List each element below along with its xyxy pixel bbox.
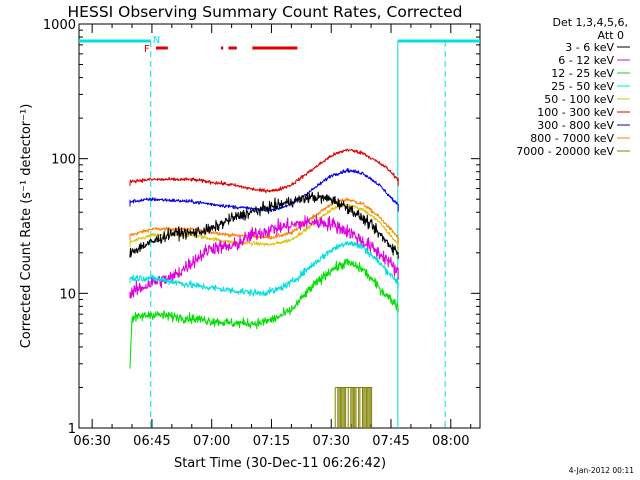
legend-entry-label: 6 - 12 keV (558, 54, 614, 67)
legend-entry-label: 800 - 7000 keV (530, 132, 614, 145)
series-line-800-7000keV (129, 197, 399, 244)
y-tick-label: 10 (59, 287, 76, 302)
y-tick-label: 100 (51, 153, 76, 168)
chart-title: HESSI Observing Summary Count Rates, Cor… (68, 3, 463, 21)
plot-frame (78, 23, 481, 429)
series-line-3-6keV (129, 191, 399, 259)
flare-flag-label: F (144, 44, 150, 55)
plot-area: FN (79, 35, 480, 428)
legend-header: Att 0 (598, 29, 624, 42)
legend-entry-label: 300 - 800 keV (537, 119, 614, 132)
y-tick-label: 1 (68, 422, 76, 437)
legend-entry-label: 7000 - 20000 keV (516, 145, 614, 158)
legend-entry-label: 50 - 100 keV (544, 93, 614, 106)
x-tick-label: 07:45 (372, 434, 409, 449)
x-axis-label: Start Time (30-Dec-11 06:26:42) (174, 456, 386, 471)
series-line-12-25keV (129, 258, 399, 369)
series-burst-7000-20000keV (334, 386, 373, 428)
series-line-6-12keV (129, 214, 399, 299)
legend-entry-label: 12 - 25 keV (551, 67, 614, 80)
x-tick-label: 06:30 (73, 434, 110, 449)
x-tick-label: 08:00 (432, 434, 469, 449)
legend-entry-label: 25 - 50 keV (551, 80, 614, 93)
x-tick-label: 07:30 (313, 434, 350, 449)
series-line-25-50keV (129, 241, 399, 297)
series-line-100-300keV (129, 148, 399, 194)
y-tick-label: 1000 (43, 18, 76, 33)
legend-entry-label: 100 - 300 keV (537, 106, 614, 119)
axis-ticks: 1 10 100 1000 06:30 06:45 07:00 07:15 07:30 07:45… (43, 18, 480, 449)
legend-header: Det 1,3,4,5,6, (552, 16, 628, 29)
x-tick-label: 07:15 (253, 434, 290, 449)
x-tick-label: 06:45 (133, 434, 170, 449)
timestamp: 4-Jan-2012 00:11 (569, 466, 634, 475)
x-tick-label: 07:00 (193, 434, 230, 449)
night-flag-label: N (153, 35, 160, 46)
legend-entry-label: 3 - 6 keV (565, 41, 614, 54)
y-axis-label: Corrected Count Rate (s⁻¹ detector⁻¹) (19, 104, 34, 349)
